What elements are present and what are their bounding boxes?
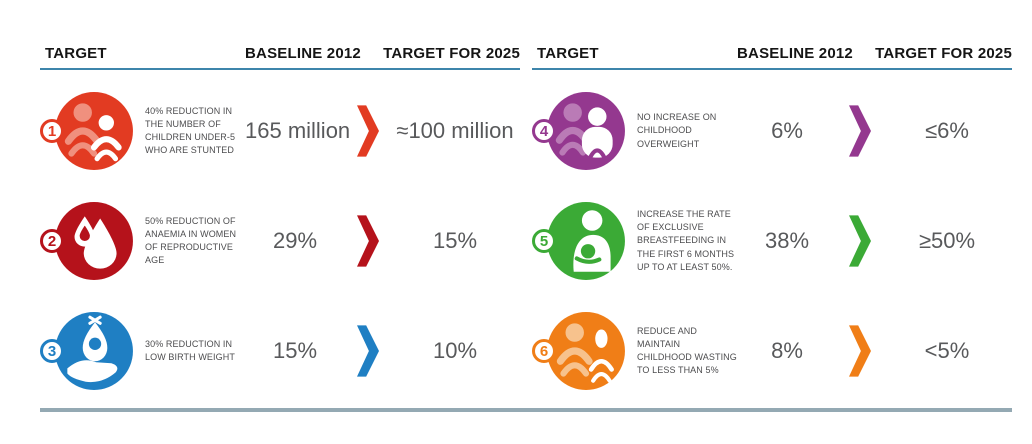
- target-cell: 4 NO INCREASE ON CHILDHOOD OVERWEIGHT: [532, 83, 737, 179]
- target-number-badge: 6: [532, 339, 556, 363]
- baseline-value: 15%: [272, 338, 318, 363]
- arrow-chevron-icon: [356, 325, 379, 377]
- targets-infographic: TARGET BASELINE 2012 TARGET FOR 2025: [40, 46, 1012, 406]
- bottom-divider: [40, 408, 1012, 412]
- baseline-value: 29%: [272, 228, 318, 253]
- target-row-breastfeeding: 5 INCREASE THE RATE OF EXCLUSIVE BREASTF…: [532, 186, 1012, 296]
- target-2025-value: ≤6%: [925, 118, 969, 143]
- target-number-badge: 1: [40, 119, 64, 143]
- targets-column-right: TARGET BASELINE 2012 TARGET FOR 2025: [532, 46, 1012, 406]
- target-description: 50% REDUCTION OF ANAEMIA IN WOMEN OF REP…: [145, 215, 237, 266]
- target-number-badge: 3: [40, 339, 64, 363]
- column-header-right: TARGET BASELINE 2012 TARGET FOR 2025: [532, 46, 1012, 70]
- column-header-left: TARGET BASELINE 2012 TARGET FOR 2025: [40, 46, 520, 70]
- target-number-badge: 4: [532, 119, 556, 143]
- arrow-chevron-icon: [848, 325, 871, 377]
- baseline-value: 165 million: [245, 118, 351, 143]
- baseline-value: 38%: [764, 228, 810, 253]
- target-row-overweight: 4 NO INCREASE ON CHILDHOOD OVERWEIGHT 6%…: [532, 76, 1012, 186]
- blood-drops-icon: 2: [40, 193, 138, 289]
- target-description: INCREASE THE RATE OF EXCLUSIVE BREASTFEE…: [637, 209, 735, 272]
- target-2025-value: 15%: [432, 228, 478, 253]
- target-row-stunting: 1 40% REDUCTION IN THE NUMBER OF CHILDRE…: [40, 76, 520, 186]
- header-target: TARGET: [45, 45, 107, 62]
- target-description: 40% REDUCTION IN THE NUMBER OF CHILDREN …: [145, 105, 236, 156]
- target-row-low-birth-weight: 3 30% REDUCTION IN LOW BIRTH WEIGHT 15% …: [40, 296, 520, 406]
- target-cell: 6 REDUCE AND MAINTAIN CHILDHOOD WASTING …: [532, 303, 737, 399]
- header-target: TARGET: [537, 45, 599, 62]
- header-target-for-2025: TARGET FOR 2025: [875, 45, 1012, 62]
- target-row-anaemia: 2 50% REDUCTION OF ANAEMIA IN WOMEN OF R…: [40, 186, 520, 296]
- target-cell: 2 50% REDUCTION OF ANAEMIA IN WOMEN OF R…: [40, 193, 245, 289]
- arrow-chevron-icon: [848, 215, 871, 267]
- target-cell: 1 40% REDUCTION IN THE NUMBER OF CHILDRE…: [40, 83, 245, 179]
- overweight-child-icon: 4: [532, 83, 630, 179]
- target-2025-value: ≥50%: [918, 228, 976, 253]
- target-description: 30% REDUCTION IN LOW BIRTH WEIGHT: [145, 338, 235, 362]
- rows-left: 1 40% REDUCTION IN THE NUMBER OF CHILDRE…: [40, 76, 520, 406]
- target-2025-value: <5%: [924, 338, 970, 363]
- target-2025-value: 10%: [432, 338, 478, 363]
- target-number-badge: 2: [40, 229, 64, 253]
- target-2025-value: ≈100 million: [396, 118, 514, 143]
- hand-holding-baby-icon: 3: [40, 303, 138, 399]
- baseline-value: 6%: [771, 118, 803, 143]
- targets-column-left: TARGET BASELINE 2012 TARGET FOR 2025: [40, 46, 520, 406]
- header-baseline-2012: BASELINE 2012: [245, 45, 361, 62]
- rows-right: 4 NO INCREASE ON CHILDHOOD OVERWEIGHT 6%…: [532, 76, 1012, 406]
- stunted-children-icon: 1: [40, 83, 138, 179]
- target-description: REDUCE AND MAINTAIN CHILDHOOD WASTING TO…: [637, 325, 737, 376]
- wasted-children-icon: 6: [532, 303, 630, 399]
- arrow-chevron-icon: [356, 215, 379, 267]
- breastfeeding-icon: 5: [532, 193, 630, 289]
- target-cell: 5 INCREASE THE RATE OF EXCLUSIVE BREASTF…: [532, 193, 737, 289]
- target-number-badge: 5: [532, 229, 556, 253]
- target-description: NO INCREASE ON CHILDHOOD OVERWEIGHT: [637, 112, 717, 149]
- arrow-chevron-icon: [356, 105, 379, 157]
- arrow-chevron-icon: [848, 105, 871, 157]
- target-cell: 3 30% REDUCTION IN LOW BIRTH WEIGHT: [40, 303, 245, 399]
- header-baseline-2012: BASELINE 2012: [737, 45, 853, 62]
- target-row-wasting: 6 REDUCE AND MAINTAIN CHILDHOOD WASTING …: [532, 296, 1012, 406]
- header-target-for-2025: TARGET FOR 2025: [383, 45, 520, 62]
- baseline-value: 8%: [771, 338, 803, 363]
